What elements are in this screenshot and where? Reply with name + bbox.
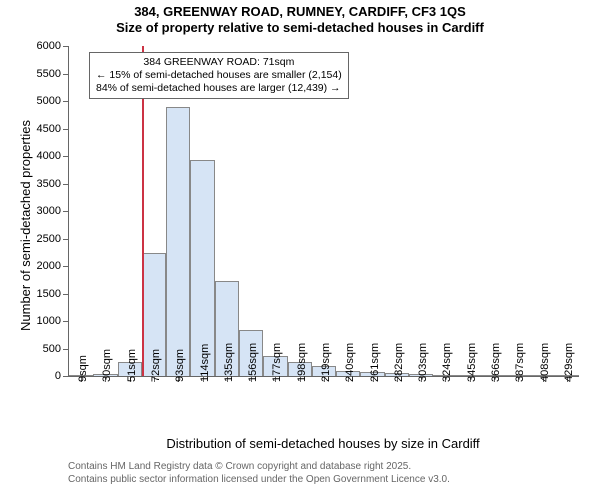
plot-area: 0500100015002000250030003500400045005000…: [68, 46, 579, 377]
x-tick-label: 240sqm: [344, 343, 356, 382]
y-tick: [63, 74, 69, 75]
y-tick-label: 5500: [37, 68, 61, 80]
y-tick: [63, 211, 69, 212]
x-tick-label: 51sqm: [126, 349, 138, 382]
x-tick-label: 429sqm: [563, 343, 575, 382]
y-tick-label: 6000: [37, 40, 61, 52]
y-tick-label: 4500: [37, 123, 61, 135]
y-tick: [63, 239, 69, 240]
y-axis-label: Number of semi-detached properties: [18, 120, 33, 331]
y-tick: [63, 294, 69, 295]
x-tick-label: 135sqm: [223, 343, 235, 382]
histogram-bar: [166, 107, 190, 377]
attribution-footer: Contains HM Land Registry data © Crown c…: [68, 460, 450, 486]
y-tick-label: 1500: [37, 288, 61, 300]
y-tick: [63, 321, 69, 322]
title-line-1: 384, GREENWAY ROAD, RUMNEY, CARDIFF, CF3…: [0, 4, 600, 20]
x-tick-label: 114sqm: [199, 344, 211, 382]
y-tick-label: 1000: [37, 315, 61, 327]
y-tick-label: 3500: [37, 178, 61, 190]
footer-line-1: Contains HM Land Registry data © Crown c…: [68, 460, 450, 473]
x-tick-label: 219sqm: [320, 343, 332, 382]
y-tick: [63, 101, 69, 102]
y-tick: [63, 349, 69, 350]
y-tick: [63, 129, 69, 130]
footer-line-2: Contains public sector information licen…: [68, 473, 450, 486]
y-tick-label: 500: [43, 343, 61, 355]
y-tick-label: 2000: [37, 260, 61, 272]
annotation-line-1: 384 GREENWAY ROAD: 71sqm: [96, 56, 342, 69]
chart-root: 384, GREENWAY ROAD, RUMNEY, CARDIFF, CF3…: [0, 0, 600, 500]
x-axis-label: Distribution of semi-detached houses by …: [68, 436, 578, 451]
y-tick: [63, 184, 69, 185]
y-tick-label: 0: [55, 370, 61, 382]
x-tick-label: 9sqm: [77, 355, 89, 382]
y-tick-label: 3000: [37, 205, 61, 217]
x-tick-label: 198sqm: [296, 343, 308, 382]
y-tick: [63, 266, 69, 267]
x-tick-label: 177sqm: [271, 343, 283, 382]
annotation-box: 384 GREENWAY ROAD: 71sqm ← 15% of semi-d…: [89, 52, 349, 99]
annotation-line-2: ← 15% of semi-detached houses are smalle…: [96, 69, 342, 82]
y-tick-label: 2500: [37, 233, 61, 245]
x-tick-label: 303sqm: [417, 343, 429, 382]
x-tick-label: 324sqm: [441, 343, 453, 382]
titles: 384, GREENWAY ROAD, RUMNEY, CARDIFF, CF3…: [0, 0, 600, 35]
annotation-line-3: 84% of semi-detached houses are larger (…: [96, 82, 342, 95]
y-tick: [63, 46, 69, 47]
y-tick: [63, 376, 69, 377]
x-tick-label: 261sqm: [369, 343, 381, 382]
y-tick: [63, 156, 69, 157]
x-tick-label: 156sqm: [247, 343, 259, 382]
y-tick-label: 4000: [37, 150, 61, 162]
x-tick-label: 408sqm: [539, 343, 551, 382]
x-tick-label: 345sqm: [466, 343, 478, 382]
x-tick-label: 387sqm: [514, 343, 526, 382]
x-tick-label: 93sqm: [174, 349, 186, 382]
x-tick-label: 72sqm: [150, 349, 162, 382]
title-line-2: Size of property relative to semi-detach…: [0, 20, 600, 36]
x-tick-label: 282sqm: [393, 343, 405, 382]
x-tick-label: 366sqm: [490, 343, 502, 382]
y-tick-label: 5000: [37, 95, 61, 107]
x-tick-label: 30sqm: [101, 349, 113, 382]
